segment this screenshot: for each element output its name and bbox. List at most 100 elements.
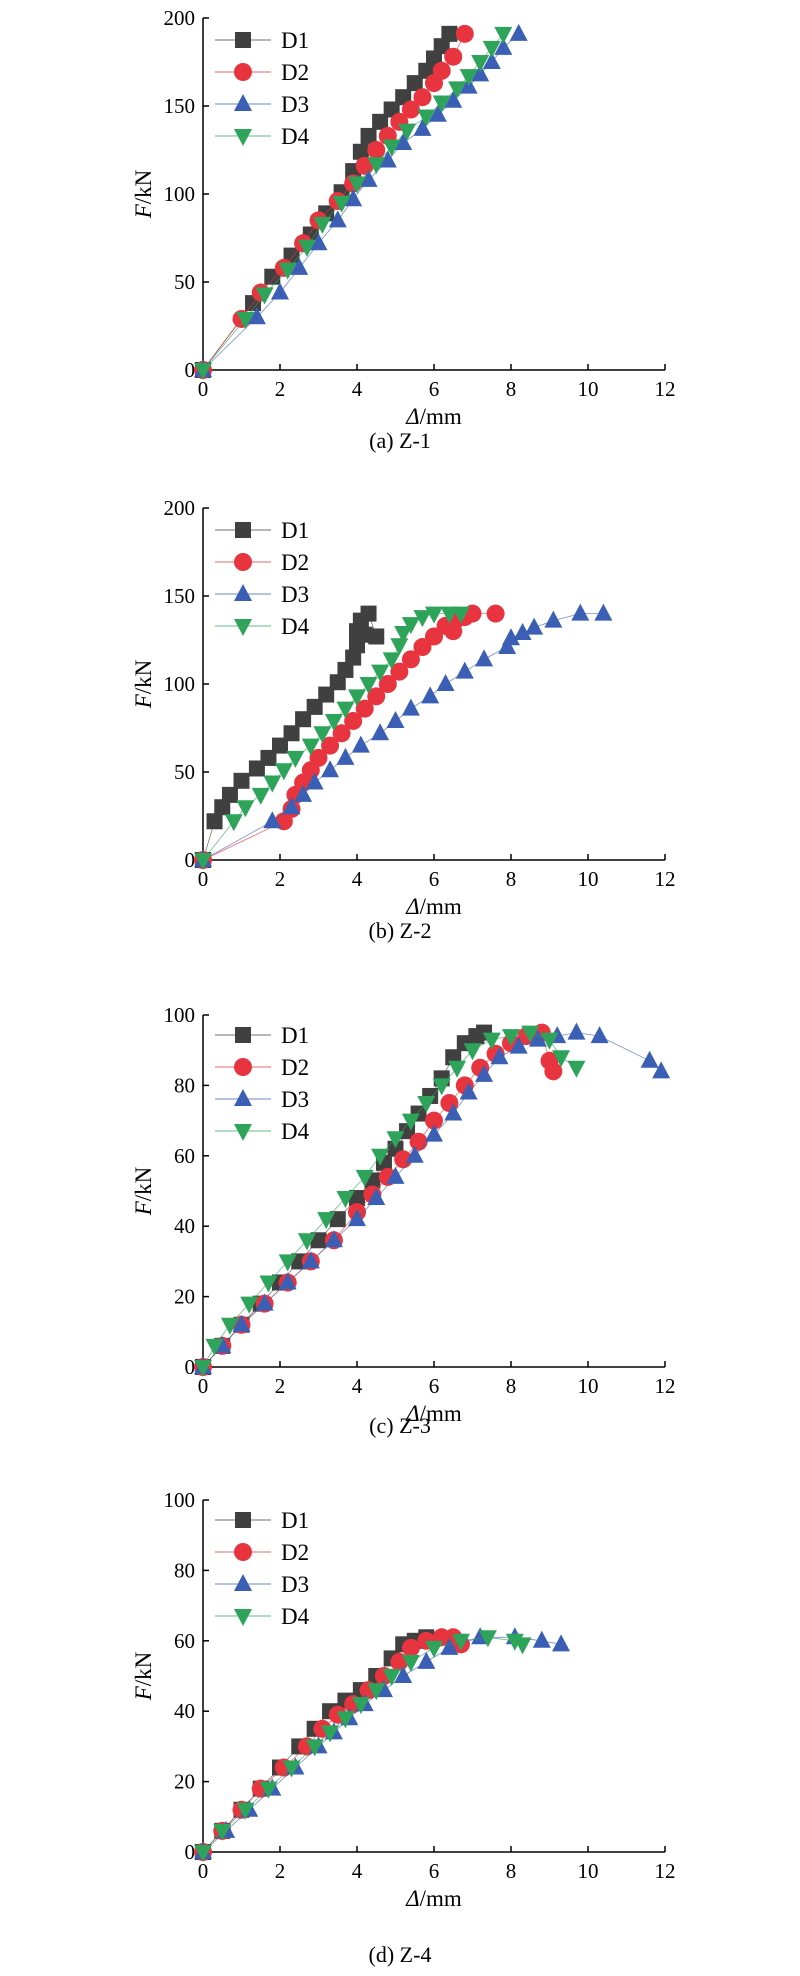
x-axis-label: Δ/mm (405, 404, 462, 429)
data-point (386, 710, 405, 728)
data-point (418, 62, 435, 79)
y-axis-label: F/kN (131, 169, 156, 219)
data-point (463, 1043, 482, 1061)
y-axis-label: F/kN (131, 1651, 156, 1701)
legend-label: D3 (281, 1087, 309, 1112)
legend-label: D2 (281, 550, 309, 575)
legend-marker (234, 1543, 252, 1561)
chart-z1: 0 50 100 150 200 0 2 4 6 8 10 12 Δ/mm F/kN D1 D2 D3 D4 (131, 6, 676, 429)
y-tick-label: 50 (174, 270, 195, 294)
data-point (336, 701, 355, 719)
data-point (329, 674, 346, 691)
data-point (417, 1651, 436, 1669)
series-d1 (195, 25, 458, 378)
y-tick-label: 100 (164, 1003, 196, 1027)
series-line (202, 1032, 577, 1368)
data-point (482, 40, 501, 58)
legend-label: D1 (281, 28, 309, 53)
data-point (652, 1061, 671, 1079)
chart-panel-z3: 0 20 40 60 80 100 0 2 4 6 8 10 12 Δ/mm F/kN D1 D2 D3 D4 (c… (0, 985, 800, 1465)
y-tick-label: 80 (174, 1558, 195, 1582)
data-point (348, 689, 366, 707)
data-point (351, 735, 370, 753)
data-point (444, 90, 463, 108)
data-point (367, 157, 386, 175)
data-point (451, 606, 470, 624)
y-tick-label: 0 (185, 1355, 196, 1379)
series-d3 (194, 23, 528, 377)
legend-label: D4 (281, 614, 310, 639)
data-point (426, 50, 442, 67)
x-tick-label: 8 (506, 377, 517, 401)
data-point (359, 169, 378, 187)
data-point (386, 1131, 405, 1149)
data-point (401, 100, 420, 119)
data-point (425, 606, 443, 624)
chart-caption: (c) Z-3 (369, 1413, 431, 1438)
data-point (313, 726, 332, 744)
data-point (332, 195, 351, 213)
legend-item-d2: D2 (215, 1540, 309, 1565)
data-point (425, 627, 443, 646)
data-point (236, 800, 255, 818)
legend-marker (234, 553, 252, 571)
legend-item-d2: D2 (215, 550, 309, 575)
data-point (421, 686, 440, 704)
legend-label: D2 (281, 1055, 309, 1080)
data-point (590, 1026, 609, 1044)
x-tick-label: 10 (578, 1859, 599, 1883)
legend-label: D4 (281, 1119, 310, 1144)
x-tick-label: 0 (198, 1374, 209, 1398)
data-point (263, 811, 282, 829)
data-point (194, 363, 212, 380)
data-point (498, 637, 517, 655)
data-point (351, 1697, 370, 1715)
data-point (440, 1637, 459, 1655)
y-tick-label: 40 (174, 1214, 195, 1238)
data-point (378, 150, 397, 168)
data-point (282, 1760, 301, 1778)
data-point (401, 1654, 420, 1672)
data-point (344, 189, 363, 207)
data-point (502, 628, 520, 646)
legend-label: D3 (281, 1572, 309, 1597)
legend-marker (234, 1574, 252, 1591)
legend-marker (234, 94, 252, 111)
data-point (349, 1190, 365, 1207)
x-tick-label: 0 (198, 1859, 209, 1883)
legend-marker (234, 1058, 252, 1076)
data-point (372, 113, 389, 130)
data-point (240, 1296, 259, 1314)
x-tick-label: 2 (275, 867, 286, 891)
y-axis-label: F/kN (131, 659, 156, 709)
legend-marker (234, 619, 252, 636)
data-point (367, 1683, 386, 1701)
legend-item-d3: D3 (215, 92, 309, 117)
data-point (260, 749, 277, 766)
data-point (213, 1823, 232, 1841)
data-point (321, 736, 340, 755)
y-tick-label: 20 (174, 1770, 195, 1794)
data-point (355, 699, 374, 718)
data-point (336, 1711, 355, 1729)
chart-z4: 0 20 40 60 80 100 0 2 4 6 8 10 12 Δ/mm F/kN D1 D2 D3 D4 (131, 1488, 676, 1911)
data-point (394, 625, 413, 643)
data-point (552, 1050, 571, 1068)
data-point (313, 216, 332, 234)
x-tick-label: 12 (655, 1374, 676, 1398)
data-point (432, 1078, 451, 1096)
series-d3 (194, 1627, 571, 1859)
data-point (305, 772, 324, 790)
data-point (509, 23, 528, 41)
data-point (482, 52, 501, 69)
x-tick-label: 2 (275, 1374, 286, 1398)
legend-marker (235, 32, 251, 48)
data-point (390, 662, 409, 681)
x-tick-label: 2 (275, 1859, 286, 1883)
data-point (486, 604, 505, 623)
data-point (401, 1638, 420, 1657)
data-point (352, 143, 369, 160)
data-point (367, 141, 386, 159)
data-point (382, 652, 401, 670)
y-tick-label: 100 (164, 1488, 196, 1512)
